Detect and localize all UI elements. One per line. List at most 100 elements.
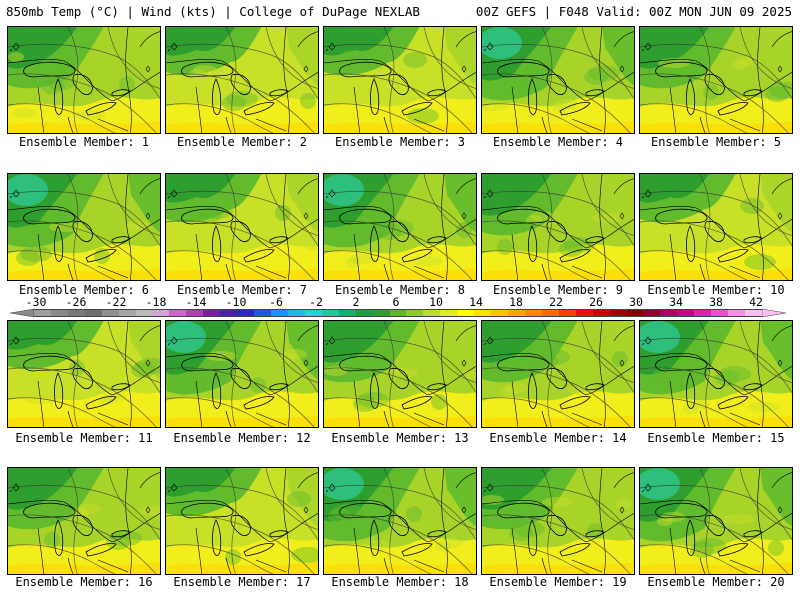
colorbar-tick-label: -6 bbox=[269, 295, 283, 309]
colorbar-tick-label: -2 bbox=[309, 295, 323, 309]
ensemble-member-map bbox=[639, 467, 793, 575]
colorbar-swatch bbox=[491, 309, 509, 317]
colorbar-swatch bbox=[592, 309, 611, 317]
colorbar-swatch bbox=[135, 309, 153, 317]
ensemble-member-label: Ensemble Member: 20 bbox=[647, 575, 785, 589]
ensemble-member-label: Ensemble Member: 2 bbox=[176, 135, 308, 149]
colorbar-tick-label: 18 bbox=[509, 295, 523, 309]
temperature-wind-field bbox=[324, 468, 476, 574]
colorbar-tick-label: 26 bbox=[589, 295, 603, 309]
ensemble-member-map bbox=[323, 467, 477, 575]
header: 850mb Temp (°C) | Wind (kts) | College o… bbox=[0, 0, 800, 24]
ensemble-member-map bbox=[165, 173, 319, 281]
ensemble-member-label: Ensemble Member: 12 bbox=[173, 431, 311, 445]
ensemble-member-label: Ensemble Member: 5 bbox=[650, 135, 782, 149]
ensemble-member-label: Ensemble Member: 15 bbox=[647, 431, 785, 445]
colorbar-swatch bbox=[541, 309, 560, 317]
colorbar-swatch bbox=[254, 309, 272, 317]
colorbar-swatch bbox=[609, 309, 628, 317]
ensemble-member-map bbox=[481, 320, 635, 428]
colorbar-swatch bbox=[287, 309, 306, 317]
colorbar-tick-label: 42 bbox=[749, 295, 763, 309]
ensemble-member-label: Ensemble Member: 3 bbox=[334, 135, 466, 149]
colorbar-tick-label: -14 bbox=[185, 295, 207, 309]
ensemble-member-map bbox=[165, 320, 319, 428]
colorbar-swatch bbox=[389, 309, 407, 317]
colorbar-swatch bbox=[457, 309, 475, 317]
ensemble-member-map bbox=[323, 26, 477, 134]
temperature-wind-field bbox=[166, 468, 318, 574]
ensemble-member-label: Ensemble Member: 4 bbox=[492, 135, 624, 149]
colorbar-swatch bbox=[152, 309, 170, 317]
ensemble-member-label: Ensemble Member: 18 bbox=[331, 575, 469, 589]
colorbar-swatch bbox=[34, 309, 52, 317]
colorbar-tick-label: -26 bbox=[65, 295, 87, 309]
colorbar-tick-label: 6 bbox=[392, 295, 400, 309]
run-valid-time: 00Z GEFS | F048 Valid: 00Z MON JUN 09 20… bbox=[475, 4, 792, 19]
colorbar-tick-label: 22 bbox=[549, 295, 563, 309]
colorbar-swatch bbox=[711, 309, 729, 317]
ensemble-member-label: Ensemble Member: 9 bbox=[492, 283, 624, 297]
product-title: 850mb Temp (°C) | Wind (kts) | College o… bbox=[6, 4, 420, 19]
colorbar-swatch bbox=[321, 309, 340, 317]
temperature-wind-field bbox=[482, 174, 634, 280]
ensemble-member-label: Ensemble Member: 10 bbox=[647, 283, 785, 297]
colorbar-swatch bbox=[558, 309, 577, 317]
colorbar-swatch bbox=[626, 309, 644, 317]
colorbar-swatch bbox=[643, 309, 661, 317]
temperature-wind-field bbox=[640, 174, 792, 280]
temperature-wind-field bbox=[640, 321, 792, 427]
temperature-wind-field bbox=[8, 174, 160, 280]
colorbar-swatch bbox=[118, 309, 137, 317]
colorbar-swatch bbox=[304, 309, 323, 317]
colorbar-swatch bbox=[101, 309, 120, 317]
colorbar-swatch bbox=[220, 309, 238, 317]
colorbar-tick-label: 14 bbox=[469, 295, 483, 309]
colorbar-swatch bbox=[728, 309, 746, 317]
ensemble-member-label: Ensemble Member: 6 bbox=[18, 283, 150, 297]
temperature-wind-field bbox=[324, 174, 476, 280]
temperature-wind-field bbox=[8, 468, 160, 574]
ensemble-member-label: Ensemble Member: 1 bbox=[18, 135, 150, 149]
colorbar-tick-label: -22 bbox=[105, 295, 127, 309]
ensemble-member-label: Ensemble Member: 16 bbox=[15, 575, 153, 589]
temperature-wind-field bbox=[482, 468, 634, 574]
temperature-wind-field bbox=[8, 27, 160, 133]
colorbar-swatch bbox=[406, 309, 424, 317]
ensemble-member-map bbox=[165, 26, 319, 134]
colorbar-swatch bbox=[524, 309, 543, 317]
ensemble-member-map bbox=[639, 173, 793, 281]
colorbar-swatch bbox=[694, 309, 712, 317]
colorbar-swatch bbox=[677, 309, 695, 317]
temperature-wind-field bbox=[640, 27, 792, 133]
colorbar-swatch bbox=[169, 309, 187, 317]
colorbar-swatch bbox=[355, 309, 374, 317]
ensemble-member-map bbox=[481, 173, 635, 281]
colorbar-swatch bbox=[67, 309, 86, 317]
colorbar-swatch bbox=[745, 309, 763, 317]
colorbar-swatch bbox=[474, 309, 492, 317]
temperature-wind-field bbox=[166, 174, 318, 280]
ensemble-member-map bbox=[481, 26, 635, 134]
ensemble-member-label: Ensemble Member: 14 bbox=[489, 431, 627, 445]
temperature-wind-field bbox=[640, 468, 792, 574]
colorbar-swatch bbox=[660, 309, 678, 317]
colorbar-swatch bbox=[423, 309, 441, 317]
colorbar-swatch bbox=[372, 309, 391, 317]
colorbar-tick-label: -30 bbox=[25, 295, 47, 309]
colorbar-tick-label: 2 bbox=[352, 295, 360, 309]
colorbar-swatch bbox=[203, 309, 221, 317]
temperature-wind-field bbox=[482, 321, 634, 427]
colorbar-swatch bbox=[440, 309, 458, 317]
ensemble-member-label: Ensemble Member: 17 bbox=[173, 575, 311, 589]
colorbar-swatch bbox=[338, 309, 357, 317]
temperature-wind-field bbox=[166, 321, 318, 427]
temperature-wind-field bbox=[8, 321, 160, 427]
colorbar-swatch bbox=[50, 309, 69, 317]
ensemble-member-map bbox=[165, 467, 319, 575]
colorbar-right-arrow-icon bbox=[762, 308, 786, 318]
ensemble-member-label: Ensemble Member: 11 bbox=[15, 431, 153, 445]
colorbar-left-arrow-icon bbox=[10, 308, 34, 318]
colorbar-tick-label: -18 bbox=[145, 295, 167, 309]
ensemble-member-map bbox=[323, 320, 477, 428]
